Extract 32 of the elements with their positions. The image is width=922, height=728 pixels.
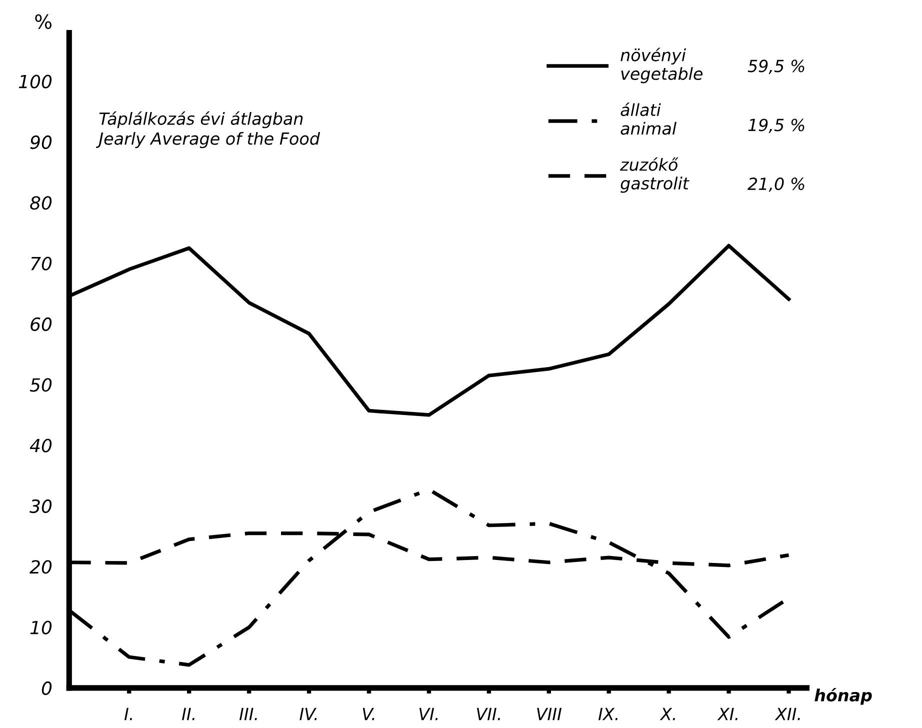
y-tick-label: 0 (42, 681, 52, 696)
y-tick-label: 70 (31, 256, 52, 270)
x-tick-label: VI. (419, 708, 438, 720)
legend-label: állati animal (620, 102, 676, 135)
legend-label: zuzókő gastrolit (620, 157, 690, 193)
x-tick-label: III. (239, 708, 257, 720)
annotation: 59,5 % (748, 60, 804, 74)
x-axis-title: hónap (814, 688, 872, 705)
x-tick-label: I. (124, 708, 132, 720)
x-tick-label: X. (660, 708, 675, 720)
y-tick-label: 60 (30, 317, 52, 332)
x-tick-label: IV. (300, 708, 317, 720)
y-tick-label: 10 (30, 620, 52, 634)
text: Táplálkozás évi átlagban Jearly Average of the Food (96, 111, 320, 148)
x-tick-label: XII. (774, 708, 800, 720)
y-tick-label: 30 (30, 499, 52, 514)
x-tick-label: VIII (537, 708, 562, 720)
x-tick-label: II. (182, 708, 194, 720)
y-tick-label: 20 (30, 560, 52, 574)
y-tick-label: 80 (30, 196, 52, 210)
x-tick-label: V. (362, 708, 374, 720)
legend-label: növényi vegetable (620, 48, 702, 84)
y-tick-label: 90 (30, 135, 52, 150)
y-tick-label: 50 (30, 378, 52, 392)
y-tick-label: 40 (30, 438, 52, 452)
annotation: 19,5 % (748, 118, 804, 133)
x-tick-label: VII. (476, 708, 500, 720)
x-tick-label: XI. (717, 708, 738, 720)
annotation: 21,0 % (748, 177, 804, 192)
y-axis-title: % (35, 14, 52, 29)
x-tick-label: IX. (598, 708, 618, 720)
y-tick-label: 100 (18, 74, 52, 88)
